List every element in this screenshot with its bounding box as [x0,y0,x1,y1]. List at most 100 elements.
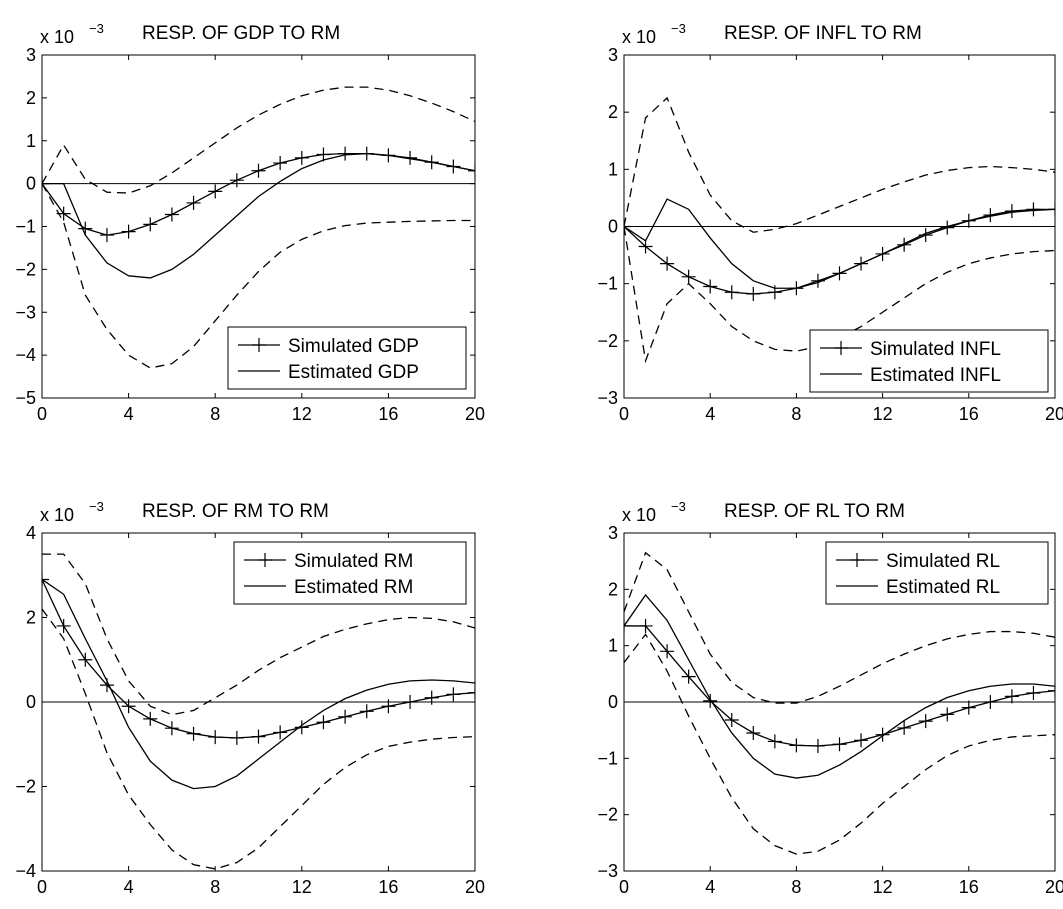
confidence-band-line [624,96,1055,233]
x-tick-label: 12 [873,404,893,424]
plot-area [42,86,475,369]
plus-marker [229,730,244,745]
plus-marker [660,644,675,659]
y-tick-label: 2 [608,579,618,599]
plus-marker [424,690,439,705]
plus-marker [832,737,847,752]
y-tick-label: −4 [15,345,36,365]
y-tick-label: 0 [26,174,36,194]
plus-marker [338,146,353,161]
axis-scale-exponent: −3 [89,499,104,514]
plus-marker [854,733,869,748]
plus-marker [56,618,71,633]
plus-marker [875,727,890,742]
y-tick-label: 1 [26,131,36,151]
x-tick-label: 8 [791,877,801,897]
plus-marker [338,709,353,724]
legend: Simulated GDP Estimated GDP [227,326,467,390]
plus-marker [983,695,998,709]
axis-scale-label: x 10 [40,27,74,47]
legend-box [233,541,467,605]
plus-marker [1026,685,1041,700]
x-tick-label: 4 [705,404,715,424]
plus-marker [208,730,223,745]
legend-box [809,329,1049,393]
y-tick-label: 1 [608,636,618,656]
x-tick-label: 0 [619,877,629,897]
axis-scale-label: x 10 [622,27,656,47]
confidence-band-line [624,633,1055,855]
plus-marker [251,163,266,178]
y-tick-label: −5 [15,388,36,408]
y-tick-label: 0 [26,692,36,712]
plus-marker [316,715,331,730]
x-tick-label: 0 [37,877,47,897]
x-tick-label: 12 [292,404,312,424]
y-tick-label: −4 [15,861,36,881]
plus-marker [724,713,739,728]
chart-title: RESP. OF INFL TO RM [724,23,922,44]
x-tick-label: 20 [465,404,485,424]
x-tick-label: 16 [959,877,979,897]
axis-scale-exponent: −3 [671,21,686,36]
plus-marker [638,618,653,633]
plus-marker [767,285,782,300]
plus-marker [42,572,49,587]
y-tick-label: 3 [608,45,618,65]
plus-marker [143,217,158,232]
plus-marker [273,725,288,740]
chart-title: RESP. OF GDP TO RM [142,23,340,44]
plus-marker [940,707,955,722]
x-tick-label: 8 [791,404,801,424]
legend-entry: Estimated INFL [870,365,1001,386]
y-tick-label: 3 [26,45,36,65]
plus-marker [789,738,804,753]
legend-box [825,541,1049,605]
plus-marker [1048,683,1055,698]
y-tick-label: 1 [608,159,618,179]
x-tick-label: 16 [378,877,398,897]
legend: Simulated INFL Estimated INFL [809,329,1049,393]
x-tick-label: 20 [465,877,485,897]
chart-title: RESP. OF RM TO RM [142,501,329,522]
estimated-series-line [624,593,1055,779]
x-tick-label: 16 [959,404,979,424]
plus-marker [164,207,179,222]
plus-marker [746,725,761,740]
plus-marker [468,685,475,700]
y-tick-label: 2 [26,88,36,108]
plus-marker [78,652,93,667]
axis-scale-exponent: −3 [671,499,686,514]
y-tick-label: 2 [608,102,618,122]
plus-marker [359,704,374,719]
axis-scale-label: x 10 [40,505,74,525]
plus-marker [624,219,631,234]
plus-marker [746,286,761,301]
plus-marker [703,693,718,708]
estimated-series-line [42,152,475,279]
x-tick-label: 16 [378,404,398,424]
estimated-series-line [624,198,1055,289]
plus-marker [208,184,223,199]
plus-marker [703,279,718,294]
plus-marker [918,714,933,729]
plus-marker [681,669,696,684]
y-tick-label: −1 [15,217,36,237]
legend-entry: Estimated GDP [288,362,419,383]
plus-marker [897,720,912,735]
plus-marker [446,687,461,702]
legend-plus-marker [258,553,272,567]
plus-marker [1026,202,1041,217]
plus-marker [121,224,136,239]
legend-entry: Simulated RL [886,551,1000,572]
chart-title: RESP. OF RL TO RM [724,501,905,522]
plus-marker [186,726,201,741]
plot-area [624,96,1055,364]
y-tick-label: −2 [597,331,618,351]
plus-marker [186,195,201,210]
plus-marker [229,173,244,188]
x-tick-label: 4 [124,877,134,897]
confidence-band-line [624,551,1055,704]
